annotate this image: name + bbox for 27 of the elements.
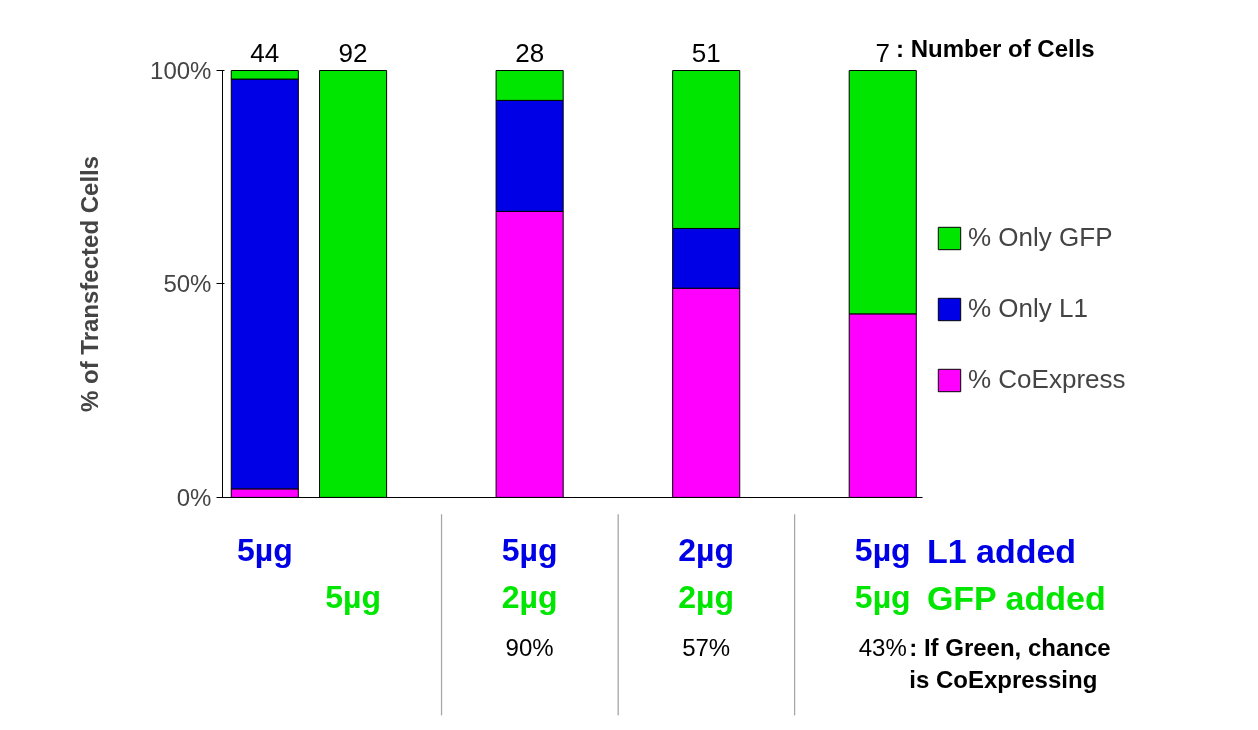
text: 5µg: [501, 531, 558, 568]
text: 28: [515, 37, 545, 68]
text: 44: [250, 37, 280, 68]
text: 43%: [858, 634, 907, 662]
y-axis-title: % of Transfected Cells: [75, 155, 103, 412]
text: 5µg: [236, 531, 293, 568]
text: 7: [875, 37, 890, 68]
y-tick-label: 50%: [163, 270, 212, 298]
legend-label: % Only L1: [968, 293, 1088, 324]
y-tick-label: 100%: [150, 57, 212, 85]
text: L1 added: [926, 531, 1077, 570]
text: 90%: [505, 634, 554, 662]
text: 5µg: [325, 578, 381, 615]
text: : If Green, chance is CoExpressing: [909, 634, 1111, 694]
text: GFP added: [926, 578, 1106, 617]
text: 5µg: [854, 531, 911, 568]
text: 57%: [682, 634, 731, 662]
legend-label: % CoExpress: [968, 364, 1126, 395]
text: 2µg: [678, 531, 735, 568]
text: 2µg: [501, 578, 558, 615]
text: 92: [338, 37, 368, 68]
text: 51: [691, 37, 721, 68]
legend-label: % Only GFP: [968, 222, 1113, 253]
text: 2µg: [678, 578, 735, 615]
text: 5µg: [854, 578, 911, 615]
text: : Number of Cells: [895, 34, 1095, 62]
y-tick-label: 0%: [176, 483, 212, 511]
